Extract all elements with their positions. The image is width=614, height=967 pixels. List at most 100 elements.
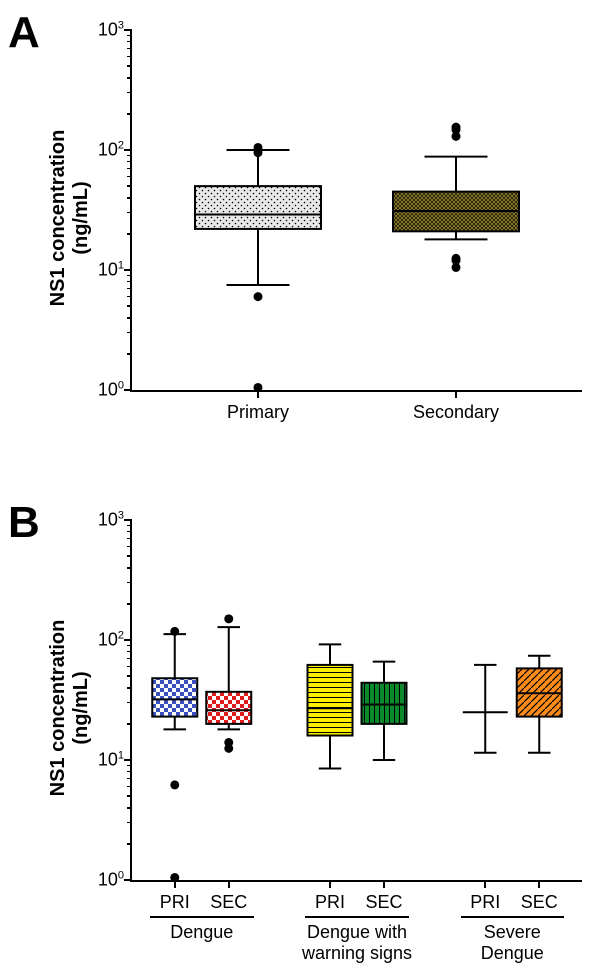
- panel-a-plot: 100101102103PrimarySecondary: [130, 30, 582, 392]
- y-tick-label: 100: [98, 870, 132, 891]
- y-tick-minor: [127, 77, 132, 79]
- outlier-dengue-sec: [224, 744, 233, 753]
- y-tick-minor: [127, 843, 132, 845]
- y-tick-label: 101: [98, 260, 132, 281]
- y-tick-minor: [127, 582, 132, 584]
- y-tick-minor: [127, 651, 132, 653]
- y-tick-label: 103: [98, 20, 132, 41]
- y-tick-minor: [127, 658, 132, 660]
- outlier-dengue-pri: [170, 780, 179, 789]
- x-label-secondary: Secondary: [413, 402, 499, 423]
- y-tick-minor: [127, 197, 132, 199]
- y-tick-minor: [127, 185, 132, 187]
- x-label-primary: Primary: [227, 402, 289, 423]
- y-tick-minor: [127, 822, 132, 824]
- panel-b-ylabel: NS1 concentration (ng/mL): [47, 608, 93, 808]
- panel-a-svg: [132, 30, 582, 390]
- outlier-primary: [254, 292, 263, 301]
- panel-b-svg: [132, 520, 582, 880]
- y-tick-minor: [127, 765, 132, 767]
- group-label-severe: SevereDengue: [481, 922, 544, 964]
- outlier-secondary: [452, 256, 461, 265]
- x-tick: [455, 390, 457, 398]
- y-tick-minor: [127, 317, 132, 319]
- x-label-dengue-sec: SEC: [210, 892, 247, 913]
- outlier-secondary: [452, 254, 461, 263]
- y-tick-minor: [127, 41, 132, 43]
- y-tick-minor: [127, 275, 132, 277]
- y-tick-label: 100: [98, 380, 132, 401]
- outlier-dengue-pri: [170, 873, 179, 880]
- y-tick-minor: [127, 778, 132, 780]
- x-tick: [174, 880, 176, 888]
- outlier-primary: [254, 143, 263, 152]
- outlier-primary: [254, 383, 263, 390]
- y-tick-minor: [127, 305, 132, 307]
- group-line-severe: [461, 916, 565, 918]
- x-label-sev-sec: SEC: [521, 892, 558, 913]
- x-tick: [484, 880, 486, 888]
- y-tick-minor: [127, 65, 132, 67]
- y-tick-minor: [127, 723, 132, 725]
- box-ws-pri: [308, 665, 353, 736]
- y-tick-minor: [127, 546, 132, 548]
- x-label-ws-pri: PRI: [315, 892, 345, 913]
- figure: A NS1 concentration (ng/mL): [0, 0, 614, 967]
- box-ws-sec: [362, 683, 407, 724]
- x-tick: [228, 880, 230, 888]
- y-tick-minor: [127, 288, 132, 290]
- y-tick-minor: [127, 176, 132, 178]
- group-line-dengue-ws: [305, 916, 409, 918]
- panel-a-ylabel: NS1 concentration (ng/mL): [47, 118, 93, 318]
- x-label-ws-sec: SEC: [365, 892, 402, 913]
- y-tick-minor: [127, 113, 132, 115]
- y-tick-minor: [127, 531, 132, 533]
- x-tick: [383, 880, 385, 888]
- y-tick-minor: [127, 675, 132, 677]
- y-tick-label: 103: [98, 510, 132, 531]
- x-label-dengue-pri: PRI: [160, 892, 190, 913]
- y-tick-minor: [127, 795, 132, 797]
- group-label-dengue: Dengue: [170, 922, 233, 943]
- y-tick-minor: [127, 555, 132, 557]
- y-tick-minor: [127, 807, 132, 809]
- box-primary: [195, 186, 321, 229]
- y-tick-minor: [127, 332, 132, 334]
- box-secondary: [393, 192, 519, 232]
- y-tick-label: 102: [98, 630, 132, 651]
- box-sev-sec: [517, 668, 562, 716]
- y-tick-minor: [127, 771, 132, 773]
- y-tick-minor: [127, 296, 132, 298]
- y-tick-minor: [127, 353, 132, 355]
- ylabel-line2: (ng/mL): [70, 671, 92, 744]
- panel-b-label: B: [8, 498, 40, 548]
- box-dengue-pri: [152, 678, 197, 716]
- y-tick-minor: [127, 645, 132, 647]
- y-tick-minor: [127, 48, 132, 50]
- x-tick: [538, 880, 540, 888]
- y-tick-minor: [127, 666, 132, 668]
- x-tick: [329, 880, 331, 888]
- outlier-secondary: [452, 132, 461, 141]
- ylabel-line2: (ng/mL): [70, 181, 92, 254]
- y-tick-minor: [127, 702, 132, 704]
- y-tick-label: 102: [98, 140, 132, 161]
- y-tick-minor: [127, 567, 132, 569]
- group-line-dengue: [150, 916, 254, 918]
- y-tick-minor: [127, 56, 132, 58]
- y-tick-minor: [127, 538, 132, 540]
- y-tick-minor: [127, 603, 132, 605]
- y-tick-label: 101: [98, 750, 132, 771]
- outlier-dengue-pri: [170, 627, 179, 636]
- y-tick-minor: [127, 233, 132, 235]
- ylabel-line1: NS1 concentration: [47, 130, 69, 307]
- outlier-secondary: [452, 125, 461, 134]
- y-tick-minor: [127, 35, 132, 37]
- x-label-sev-pri: PRI: [470, 892, 500, 913]
- outlier-dengue-sec: [224, 614, 233, 623]
- y-tick-minor: [127, 161, 132, 163]
- y-tick-minor: [127, 786, 132, 788]
- y-tick-minor: [127, 687, 132, 689]
- x-tick: [257, 390, 259, 398]
- outlier-secondary: [452, 263, 461, 272]
